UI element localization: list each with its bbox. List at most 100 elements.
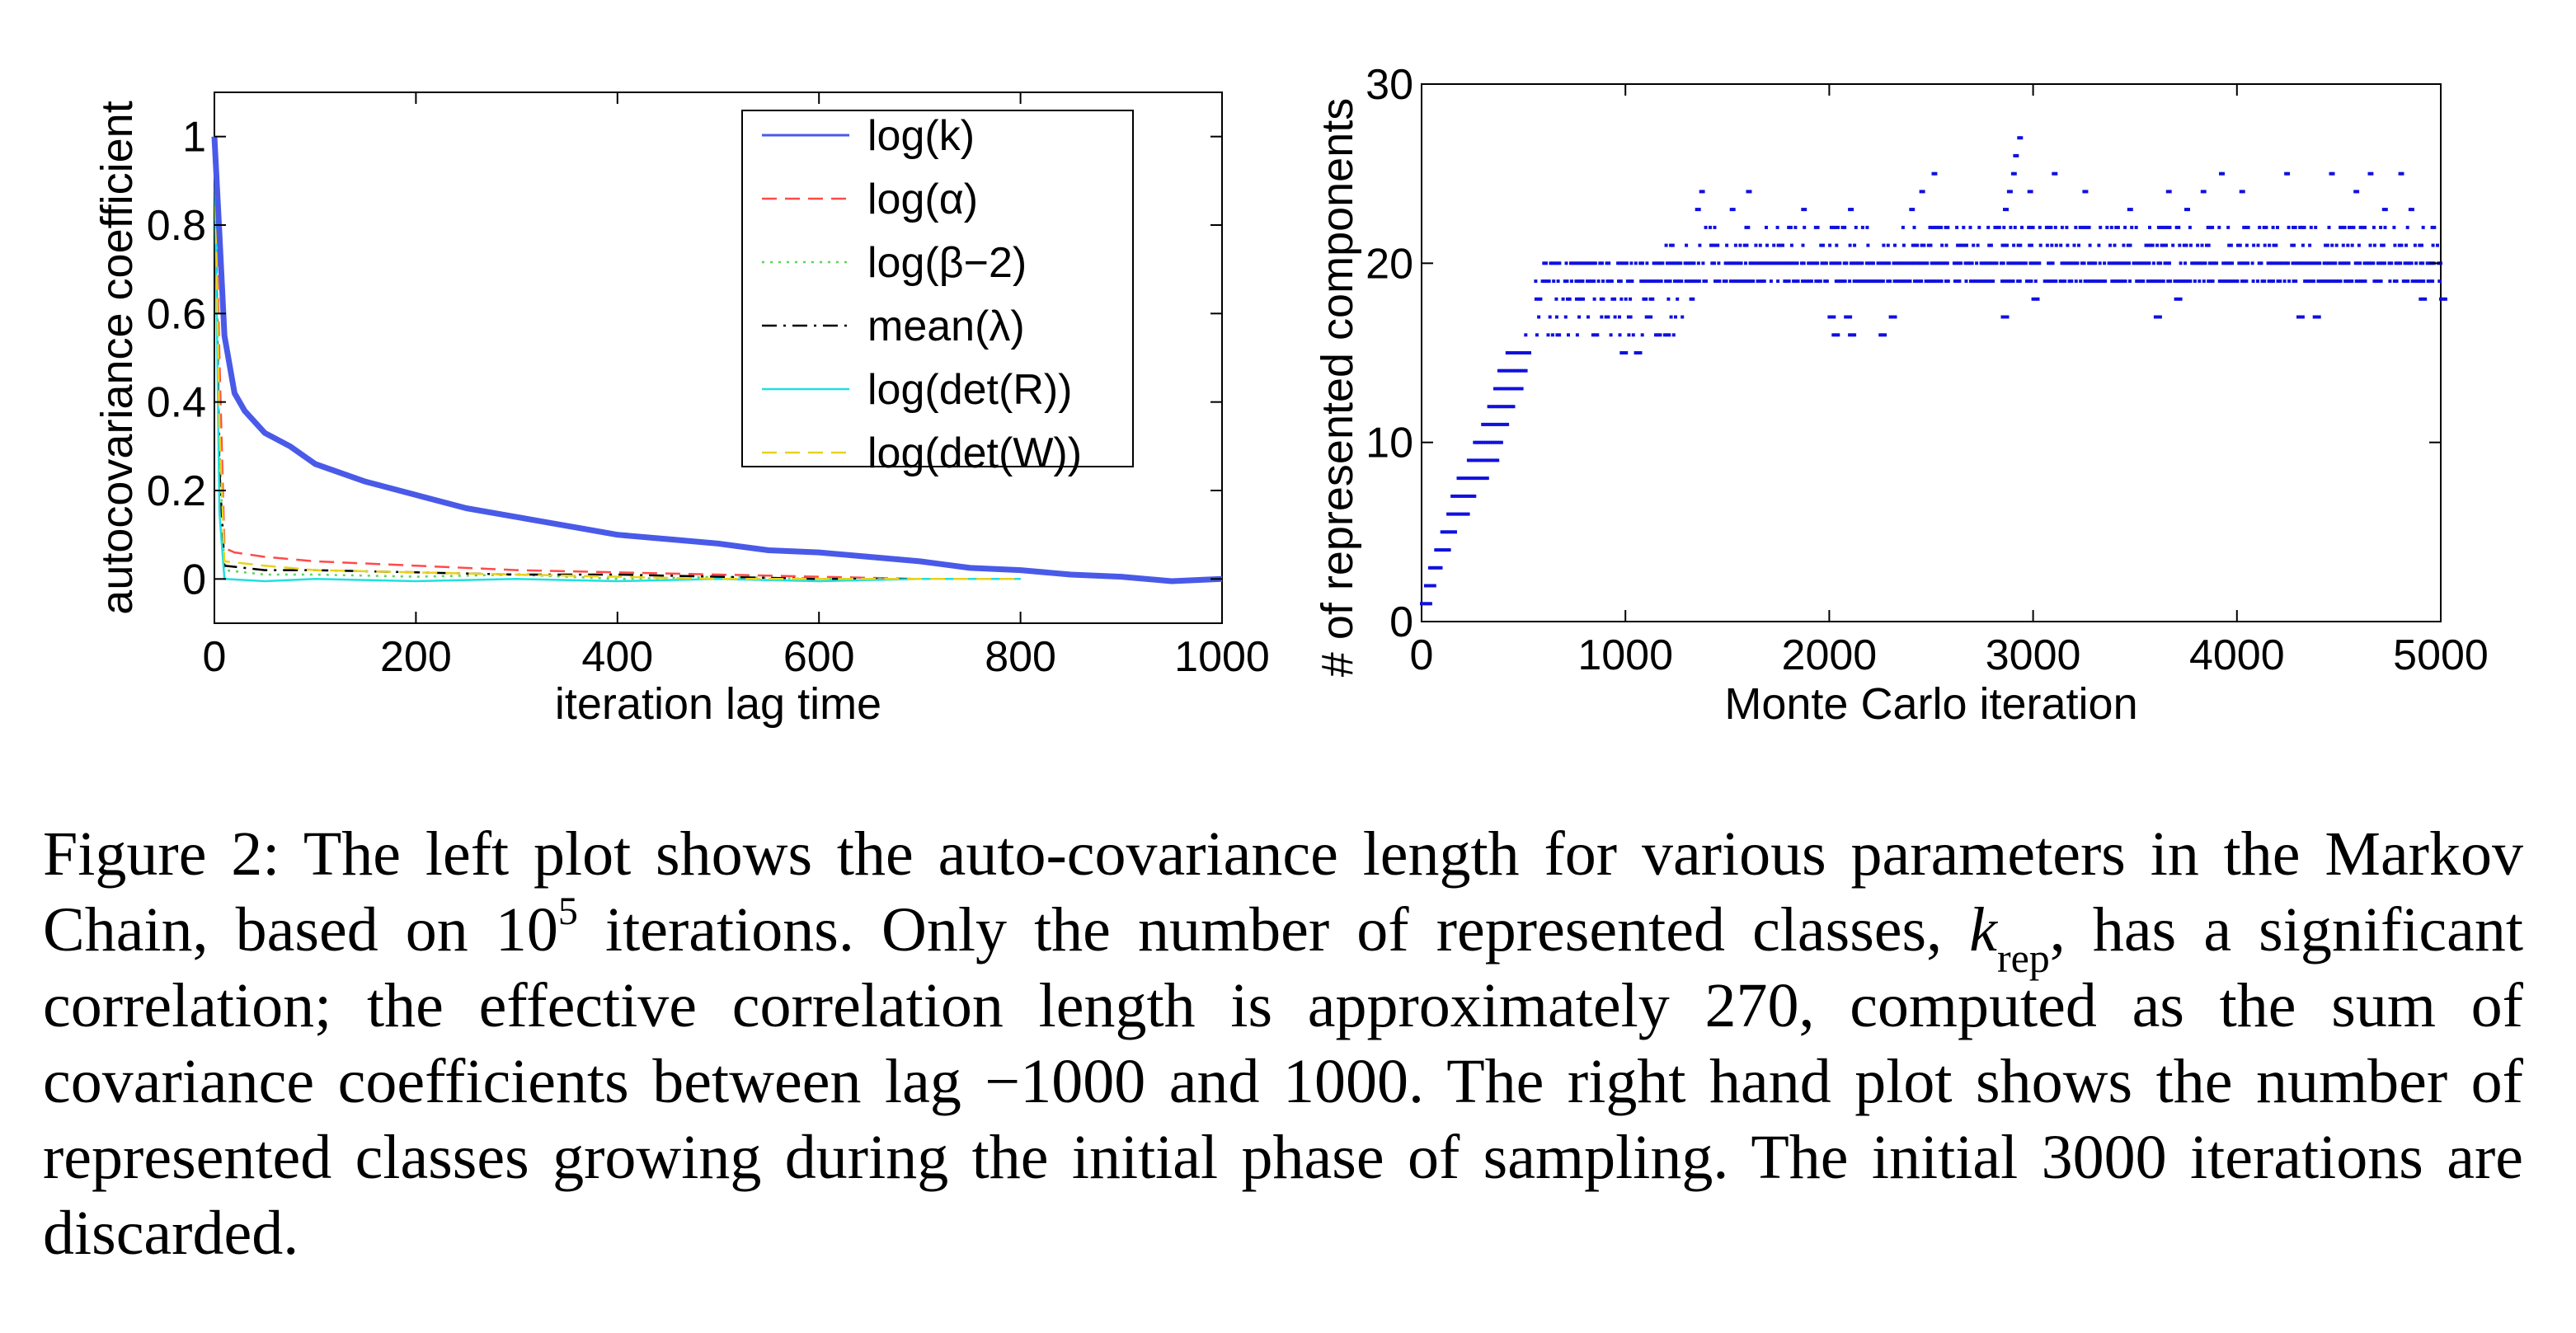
scatter-point: [2282, 279, 2287, 284]
scatter-point: [1619, 351, 1624, 354]
scatter-point: [1645, 261, 1649, 265]
scatter-point: [1893, 315, 1897, 319]
scatter-point: [2420, 243, 2423, 247]
right-x-tick-label: 0: [1410, 631, 1434, 679]
scatter-point: [2061, 279, 2065, 284]
scatter-point: [1498, 405, 1502, 409]
scatter-point: [1888, 279, 1892, 284]
scatter-point: [2176, 297, 2180, 301]
scatter-point: [2272, 279, 2275, 284]
scatter-point: [1472, 476, 1476, 481]
scatter-point: [1468, 494, 1472, 498]
scatter-point: [1930, 225, 1934, 229]
scatter-point: [1695, 279, 1699, 284]
scatter-point: [1898, 261, 1902, 265]
scatter-point: [2430, 225, 2434, 229]
scatter-point: [2114, 279, 2118, 284]
scatter-point: [2215, 261, 2219, 265]
scatter-point: [1491, 440, 1494, 444]
scatter-point: [2020, 225, 2024, 229]
scatter-point: [1742, 279, 1746, 284]
scatter-point: [1939, 279, 1944, 284]
scatter-point: [1550, 333, 1554, 337]
scatter-point: [2221, 171, 2225, 176]
scatter-point: [1926, 279, 1930, 284]
scatter-point: [2352, 225, 2356, 229]
scatter-point: [2315, 315, 2319, 319]
scatter-point: [1577, 315, 1582, 319]
right-y-axis-label: # of represented components: [1313, 98, 1362, 677]
scatter-point: [1574, 297, 1578, 301]
scatter-point: [1428, 602, 1432, 606]
scatter-point: [2227, 243, 2231, 247]
scatter-point: [1499, 440, 1503, 444]
scatter-point: [2325, 243, 2329, 247]
scatter-point: [1556, 279, 1560, 284]
scatter-point: [2013, 171, 2017, 176]
left-x-tick-label: 600: [783, 633, 855, 681]
scatter-point: [2054, 243, 2058, 247]
scatter-point: [1629, 261, 1634, 265]
scatter-point: [1475, 458, 1479, 462]
scatter-point: [1610, 297, 1615, 301]
scatter-point: [1608, 279, 1612, 284]
scatter-point: [1914, 261, 1918, 265]
scatter-point: [2367, 261, 2371, 265]
scatter-point: [2419, 297, 2423, 301]
scatter-point: [1928, 225, 1932, 229]
scatter-point: [1955, 225, 1959, 229]
scatter-point: [1634, 261, 1638, 265]
scatter-point: [1963, 243, 1967, 247]
scatter-point: [1958, 279, 1962, 284]
scatter-point: [2072, 243, 2076, 247]
scatter-point: [1737, 261, 1741, 265]
scatter-point: [1672, 261, 1676, 265]
scatter-point: [2384, 208, 2388, 212]
scatter-point: [1447, 548, 1451, 552]
scatter-point: [1676, 297, 1680, 301]
scatter-point: [2379, 225, 2383, 229]
scatter-point: [1841, 279, 1845, 284]
scatter-point: [1524, 333, 1528, 337]
scatter-point: [1473, 494, 1477, 498]
scatter-point: [1494, 422, 1498, 426]
scatter-point: [1600, 315, 1604, 319]
scatter-point: [2085, 225, 2089, 229]
scatter-point: [2278, 279, 2282, 284]
scatter-point: [2208, 225, 2212, 229]
scatter-point: [2375, 279, 2379, 284]
scatter-point: [2332, 279, 2336, 284]
scatter-point: [2309, 225, 2313, 229]
scatter-point: [2091, 261, 2095, 265]
scatter-point: [2268, 243, 2272, 247]
scatter-point: [1946, 279, 1950, 284]
scatter-point: [2339, 225, 2343, 229]
scatter-point: [1711, 243, 1715, 247]
scatter-point: [2166, 279, 2170, 284]
scatter-point: [2164, 225, 2167, 229]
scatter-point: [1869, 261, 1873, 265]
scatter-point: [1789, 261, 1793, 265]
scatter-point: [2005, 243, 2009, 247]
scatter-point: [1760, 261, 1764, 265]
scatter-point: [2279, 261, 2283, 265]
scatter-point: [2202, 190, 2207, 194]
scatter-point: [2186, 279, 2190, 284]
scatter-point: [2344, 261, 2348, 265]
scatter-point: [2230, 261, 2235, 265]
scatter-point: [2256, 279, 2259, 284]
scatter-point: [2284, 261, 2288, 265]
scatter-point: [1881, 333, 1885, 337]
scatter-point: [1724, 279, 1728, 284]
scatter-point: [2049, 225, 2053, 229]
scatter-point: [2413, 279, 2417, 284]
scatter-point: [1423, 584, 1427, 588]
scatter-point: [2354, 279, 2358, 284]
scatter-point: [1854, 279, 1859, 284]
scatter-point: [1585, 261, 1588, 265]
scatter-point: [2301, 315, 2305, 319]
scatter-point: [1661, 261, 1665, 265]
scatter-point: [2192, 261, 2196, 265]
scatter-point: [2069, 261, 2073, 265]
scatter-point: [1939, 225, 1944, 229]
